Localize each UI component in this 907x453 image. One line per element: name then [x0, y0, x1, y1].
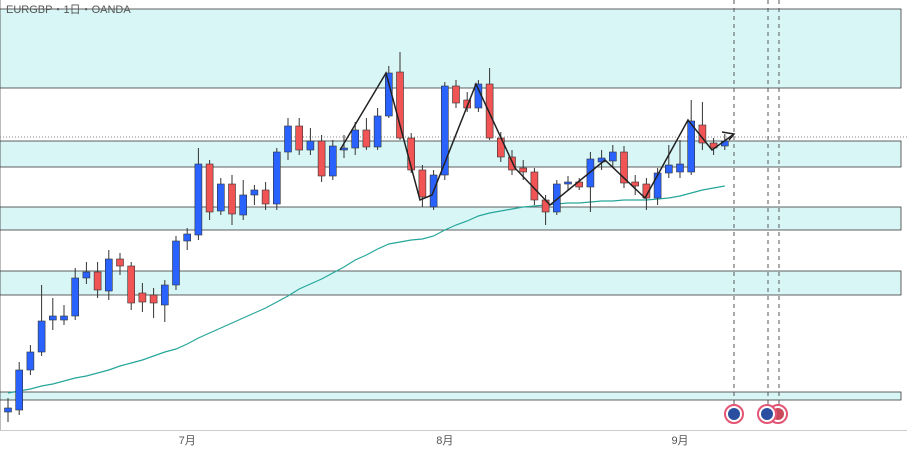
- candle-body: [608, 151, 617, 162]
- zones: [0, 8, 907, 401]
- candle-body: [653, 172, 662, 199]
- candle-body: [496, 137, 505, 158]
- candle-body: [295, 125, 304, 151]
- candle-body: [194, 163, 203, 236]
- candle-body: [261, 189, 270, 205]
- candle-body: [239, 194, 247, 216]
- x-tick-label: 8月: [436, 435, 453, 447]
- ma-layer: [7, 185, 725, 394]
- x-tick-label: 7月: [179, 435, 196, 447]
- candle-body: [552, 183, 561, 213]
- candle-body: [217, 183, 225, 212]
- candle-body: [687, 120, 696, 173]
- candle-body: [664, 164, 673, 174]
- candle-body: [250, 189, 259, 196]
- zone: [0, 8, 902, 89]
- candle-body: [60, 315, 68, 321]
- candle-body: [26, 351, 35, 371]
- candle-body: [631, 181, 640, 187]
- candle-body: [272, 151, 281, 205]
- candle-body: [149, 294, 158, 304]
- candle-body: [161, 284, 169, 306]
- zone: [0, 206, 902, 231]
- event-lines: [733, 0, 780, 404]
- candle-body: [306, 140, 315, 151]
- candle-body: [676, 163, 684, 173]
- candle-body: [351, 129, 360, 149]
- event-icon-inner: [761, 408, 773, 420]
- candle-body: [418, 169, 427, 198]
- candles: [4, 52, 729, 422]
- arrow-head: [721, 131, 736, 141]
- candle-body: [317, 140, 326, 177]
- candle-body: [396, 71, 404, 139]
- x-tick-label: 9月: [671, 435, 688, 447]
- candle-body: [284, 125, 292, 153]
- candle-body: [82, 271, 91, 279]
- candle-body: [116, 258, 124, 267]
- candle-body: [138, 292, 147, 303]
- candle-body: [37, 320, 46, 353]
- candle-body: [620, 151, 628, 184]
- candle-body: [519, 167, 528, 173]
- zone: [0, 391, 902, 401]
- zigzag-drawing: [339, 71, 735, 207]
- candle-body: [48, 315, 57, 321]
- candle-body: [172, 240, 180, 286]
- moving-average: [7, 185, 725, 394]
- candle-body: [93, 271, 102, 291]
- candle-body: [530, 171, 539, 201]
- candle-body: [373, 115, 382, 148]
- candle-body: [564, 181, 572, 185]
- candle-body: [485, 83, 494, 139]
- chart-title: EURGBP・1日・OANDA: [6, 4, 131, 16]
- candle-body: [15, 369, 23, 411]
- candle-body: [127, 265, 135, 304]
- candle-body: [105, 258, 113, 292]
- candle-body: [508, 156, 516, 171]
- event-icon-inner: [728, 408, 740, 420]
- candle-body: [205, 163, 214, 213]
- zone: [0, 270, 902, 296]
- candle-body: [328, 145, 337, 177]
- candle-body: [452, 85, 460, 104]
- candle-body: [4, 407, 12, 413]
- candle-body: [642, 183, 651, 199]
- candle-body: [228, 183, 236, 215]
- candle-body: [541, 199, 550, 213]
- candle-body: [362, 129, 371, 148]
- zone: [0, 140, 902, 168]
- candle-body: [440, 85, 449, 176]
- candle-body: [71, 277, 79, 317]
- candle-body: [183, 233, 191, 242]
- candle-body: [586, 158, 595, 188]
- event-icons[interactable]: [724, 404, 788, 424]
